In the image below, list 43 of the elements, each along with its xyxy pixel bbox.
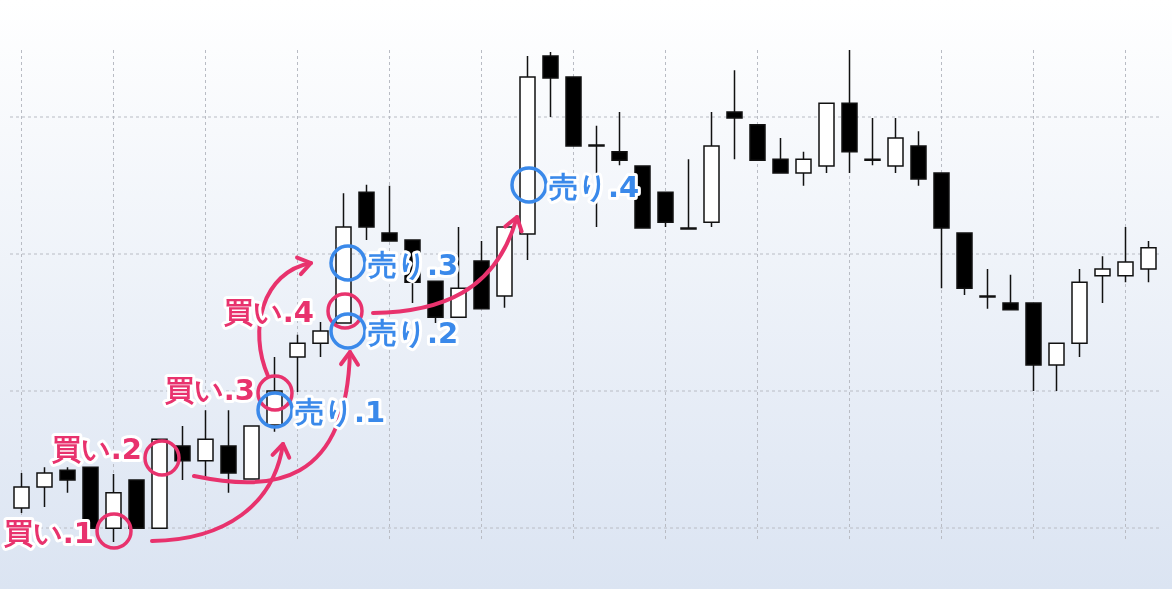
candlestick: [772, 137, 789, 174]
candlestick: [128, 479, 145, 529]
candlestick: [1094, 255, 1111, 304]
candlestick: [381, 185, 398, 242]
candlestick: [59, 466, 76, 494]
candlestick: [519, 55, 536, 261]
candlestick: [726, 69, 743, 160]
candlestick: [220, 409, 237, 494]
candlestick: [887, 117, 904, 174]
candlestick: [611, 111, 628, 166]
candlestick: [795, 151, 812, 187]
candlestick: [243, 425, 260, 480]
candlestick: [1002, 274, 1019, 311]
candlestick: [657, 191, 674, 228]
annotation: 買い.2: [51, 432, 142, 466]
candlestick: [703, 111, 720, 228]
candlestick: [197, 409, 214, 478]
candlestick: [841, 49, 858, 174]
candlestick: [565, 76, 582, 147]
candlestick: [956, 232, 973, 296]
candlestick: [818, 102, 835, 174]
candlestick: [312, 321, 329, 358]
candlestick: [1071, 268, 1088, 358]
candlestick: [1117, 226, 1134, 283]
candlestick: [105, 473, 122, 543]
candlestick: [358, 184, 375, 241]
candlestick: [151, 438, 168, 529]
candlestick: [13, 472, 30, 514]
candlestick: [864, 117, 881, 166]
candlestick: [1140, 240, 1157, 283]
candlestick: [542, 51, 559, 118]
candlestick: [910, 130, 927, 187]
candlestick: [933, 172, 950, 289]
annotation: 売り.2: [368, 316, 459, 350]
annotation: 買い.3: [164, 373, 255, 407]
candlestick: [1025, 302, 1042, 392]
candlestick: [979, 268, 996, 310]
candlestick: [749, 124, 766, 161]
candlestick: [1048, 342, 1065, 392]
candlestick: [289, 334, 306, 393]
annotation: 買い.1: [3, 516, 94, 550]
candlestick: [680, 158, 697, 230]
candlestick: [36, 466, 53, 508]
